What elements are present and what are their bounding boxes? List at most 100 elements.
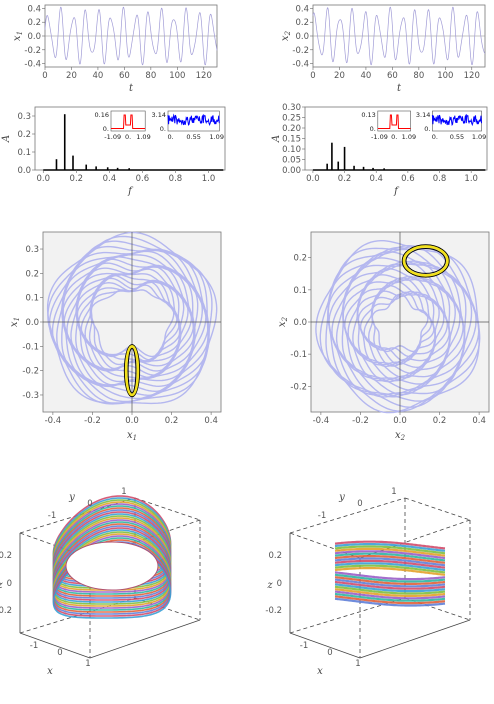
x-tick-label: 20 [66,71,77,81]
x-axis-label: x2 [395,430,406,442]
y-tick-label: -0.4 [24,60,41,70]
x-tick-label: 0.2 [433,416,447,426]
inset-x-tick-label: 1.09 [402,133,416,141]
box-edge [359,619,471,659]
y-tick-label: 0.0 [293,318,307,328]
highlight-orbit-outer [123,344,141,398]
surface-strand [334,592,446,602]
y-tick-label: -0.2 [290,382,307,392]
surface-strand [334,543,446,552]
box-edge [289,497,406,534]
inset-ymax-label: 3.14 [416,111,430,119]
z-axis-label: z [266,580,273,591]
inset-amplitude: 0.13 0.-1.09 0. 1.09 [361,110,416,141]
x-tick-label: -1 [30,641,38,651]
surface-strand [334,547,446,557]
y-tick-label: 0.15 [282,135,301,145]
surface-strand [334,571,446,581]
x-tick-label: -1 [300,641,308,651]
x-tick-label: 0.8 [433,174,447,184]
y-tick-label: 0.2 [25,269,39,279]
inset-x-tick-label: 0. [167,133,173,141]
z-tick-label: 0 [277,579,282,589]
y-tick-label: -0.4 [292,60,309,70]
y-tick-label: 0.10 [282,145,301,155]
y-axis-label: x1 [12,31,24,41]
inset-y0-label: 0. [424,125,430,133]
highlight-orbit-inner [127,347,137,394]
x-tick-label: 0 [327,648,332,658]
inset-frame [110,110,146,132]
y-tick-label: 0.3 [25,245,39,255]
highlight-orbit-outer [401,244,450,278]
y-tick-label: 0.0 [295,32,309,42]
x-tick-label: 0 [42,71,47,81]
trajectory-loop [347,274,451,382]
z-tick-label: 0 [7,579,12,589]
surface-strand [334,580,446,590]
surface-strand [334,595,446,605]
inset-x-tick-label: 1.09 [209,133,223,141]
trajectory-loop [359,284,437,367]
y-tick-label: -0.2 [22,367,39,377]
trajectory-loop [363,290,436,365]
x-tick-label: 1 [85,659,90,669]
x-tick-label: 0.2 [70,174,84,184]
inset-x-tick-label: 0. [125,133,131,141]
x-tick-label: 0.0 [125,416,139,426]
surface-strand [334,573,446,583]
x-tick-label: 0.0 [36,174,50,184]
surface-strand [334,545,446,555]
inset-blue-series [167,113,220,127]
x-tick-label: -0.2 [352,416,369,426]
y-axis-label: y [338,492,345,503]
x-axis-label: x1 [127,430,137,442]
y-tick-label: 0.1 [293,286,307,296]
inset-y0-label: 0. [160,125,166,133]
surface-3d-surf2: -1 0 1 0.2 0 -0.2 -1 0 1 y z x [265,487,471,677]
x-tick-label: 80 [413,71,424,81]
y-tick-label: -0.1 [290,350,307,360]
surface-strand [334,585,446,595]
series-line [312,6,486,66]
surface-strand [334,588,446,597]
inset-x-tick-label: 0.55 [186,133,200,141]
inset-x-tick-label: -1.09 [104,133,121,141]
trajectory-loop [356,275,448,374]
x-tick-label: 120 [464,71,480,81]
y-axis-label: A [271,135,282,143]
y-tick-label: -0.3 [22,391,39,401]
inset-phase: 3.14 0.0. 0.55 1.09 [152,110,224,141]
inset-x-tick-label: 0. [432,133,438,141]
surface-strand [334,557,446,567]
x-tick-label: 0.4 [472,416,486,426]
inset-red-series [377,114,411,129]
spectrum-spec2: 0.0 0.2 0.4 0.6 0.8 1.00.300.250.200.150.100.… [271,103,488,197]
x-axis-label: x [317,666,323,677]
y-tick-label: -0.1 [22,342,39,352]
surface-strand [334,583,446,593]
box-edge [289,632,361,659]
surface-strand [334,597,446,607]
y-axis-label: A [1,135,12,143]
y-tick-label: 0.2 [27,18,41,28]
x-axis-label: f [127,186,134,197]
y-tick-label: 0.4 [295,4,309,14]
x-tick-label: 1 [355,659,360,669]
y-tick-label: 0.05 [282,156,301,166]
y-tick-label: 1 [121,487,126,497]
surface-3d-surf1: -1 0 1 0.2 0 -0.2 -1 0 1 y z x [0,487,201,677]
x-tick-label: 1.0 [202,174,216,184]
x-tick-label: 0.4 [369,174,383,184]
inset-x-tick-label: 1.09 [136,133,150,141]
inset-x-tick-label: 0. [391,133,397,141]
spectrum-spec1: 0.0 0.2 0.4 0.6 0.8 1.00.30.20.10.0fA0.160.-1… [1,106,226,197]
inset-frame [377,110,411,132]
z-tick-label: -0.2 [265,606,282,616]
y-tick-label: 0.0 [25,318,39,328]
y-tick-label: 0.2 [295,18,309,28]
time-series-ts1: 0 20 40 60 80 100 120 0.4 0.2 0.0 -0.2 -0.4 t x1 [12,4,218,94]
box-edge [404,597,471,621]
box-edge [404,497,471,521]
y-tick-label: -0.2 [24,46,41,56]
